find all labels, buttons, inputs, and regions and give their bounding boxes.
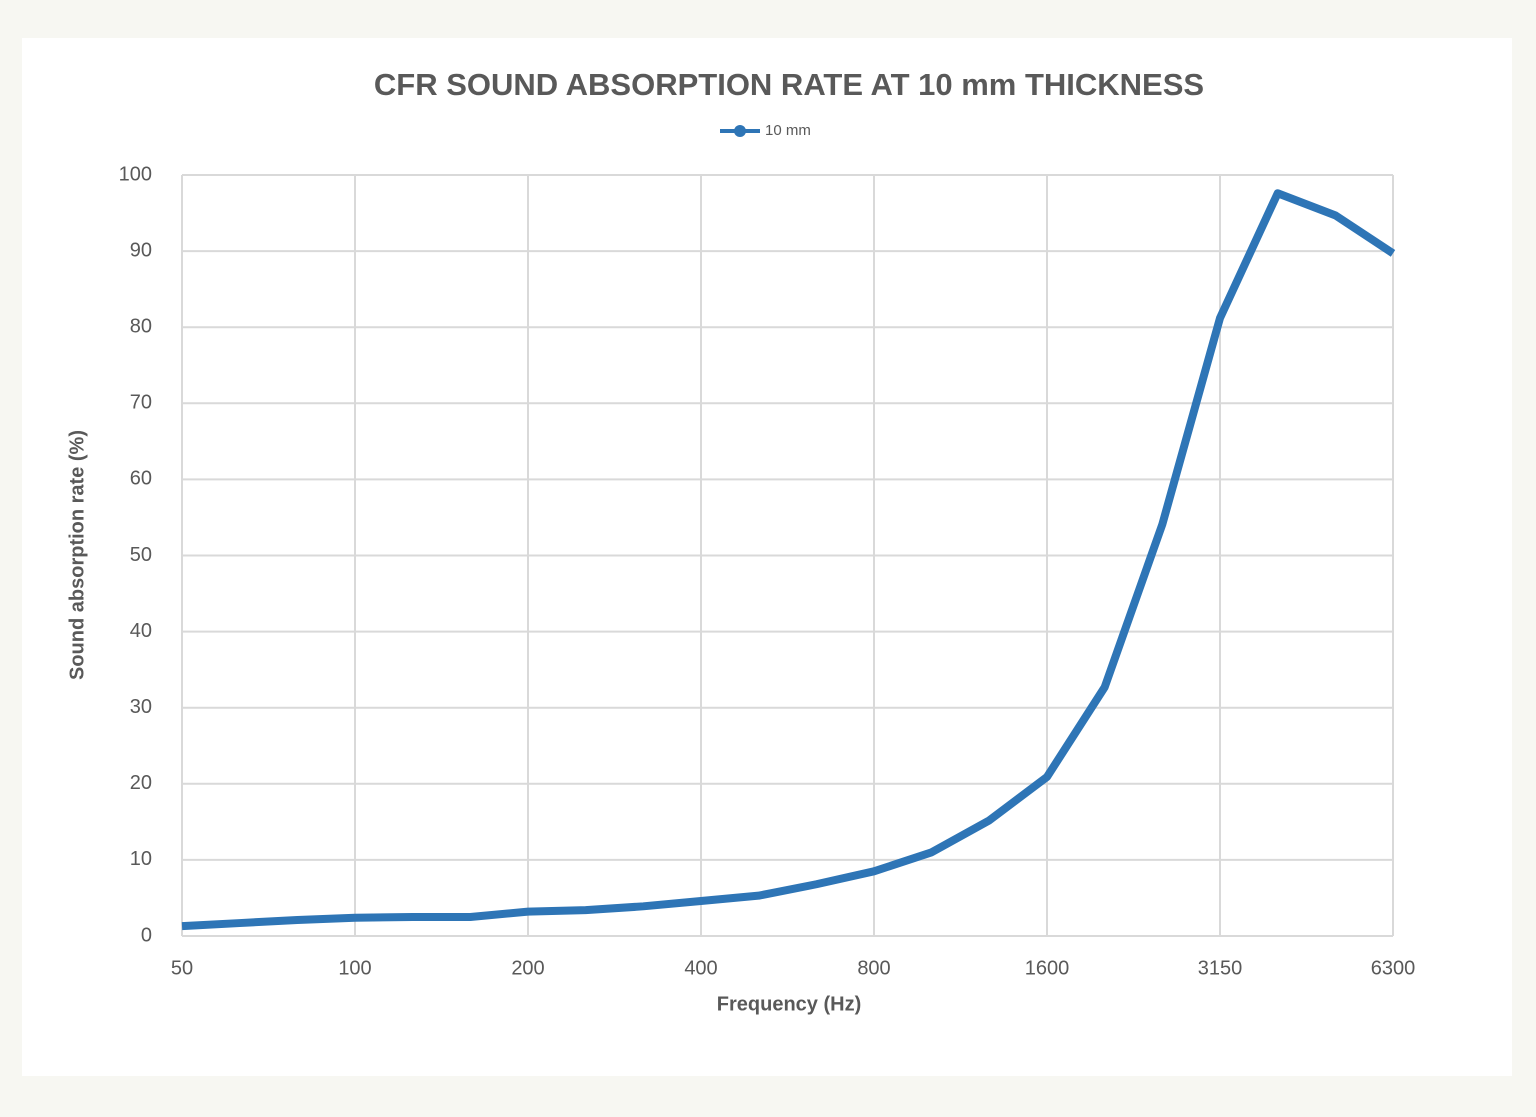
y-tick-label: 50 xyxy=(130,544,152,566)
y-tick-label: 10 xyxy=(130,848,152,870)
y-tick-label: 100 xyxy=(119,163,152,185)
y-axis-label: Sound absorption rate (%) xyxy=(66,430,88,680)
x-tick-label: 3150 xyxy=(1198,957,1243,979)
y-tick-label: 60 xyxy=(130,468,152,490)
x-tick-label: 1600 xyxy=(1025,957,1070,979)
chart-area xyxy=(22,38,1512,1076)
y-tick-label: 90 xyxy=(130,239,152,261)
y-tick-label: 40 xyxy=(130,620,152,642)
data-line xyxy=(181,189,1396,931)
x-tick-label: 200 xyxy=(511,957,544,979)
x-tick-label: 50 xyxy=(171,957,193,979)
chart-title: CFR SOUND ABSORPTION RATE AT 10 mm THICK… xyxy=(374,67,1204,102)
y-tick-label: 80 xyxy=(130,315,152,337)
x-tick-label: 100 xyxy=(338,957,371,979)
x-tick-label: 400 xyxy=(684,957,717,979)
y-tick-label: 20 xyxy=(130,772,152,794)
legend-label: 10 mm xyxy=(765,122,811,139)
x-tick-label: 800 xyxy=(857,957,890,979)
x-tick-label: 6300 xyxy=(1371,957,1416,979)
legend-marker xyxy=(734,125,746,137)
y-tick-label: 70 xyxy=(130,392,152,414)
y-tick-label: 0 xyxy=(141,924,152,946)
y-tick-label: 30 xyxy=(130,696,152,718)
x-axis-label: Frequency (Hz) xyxy=(717,993,861,1015)
